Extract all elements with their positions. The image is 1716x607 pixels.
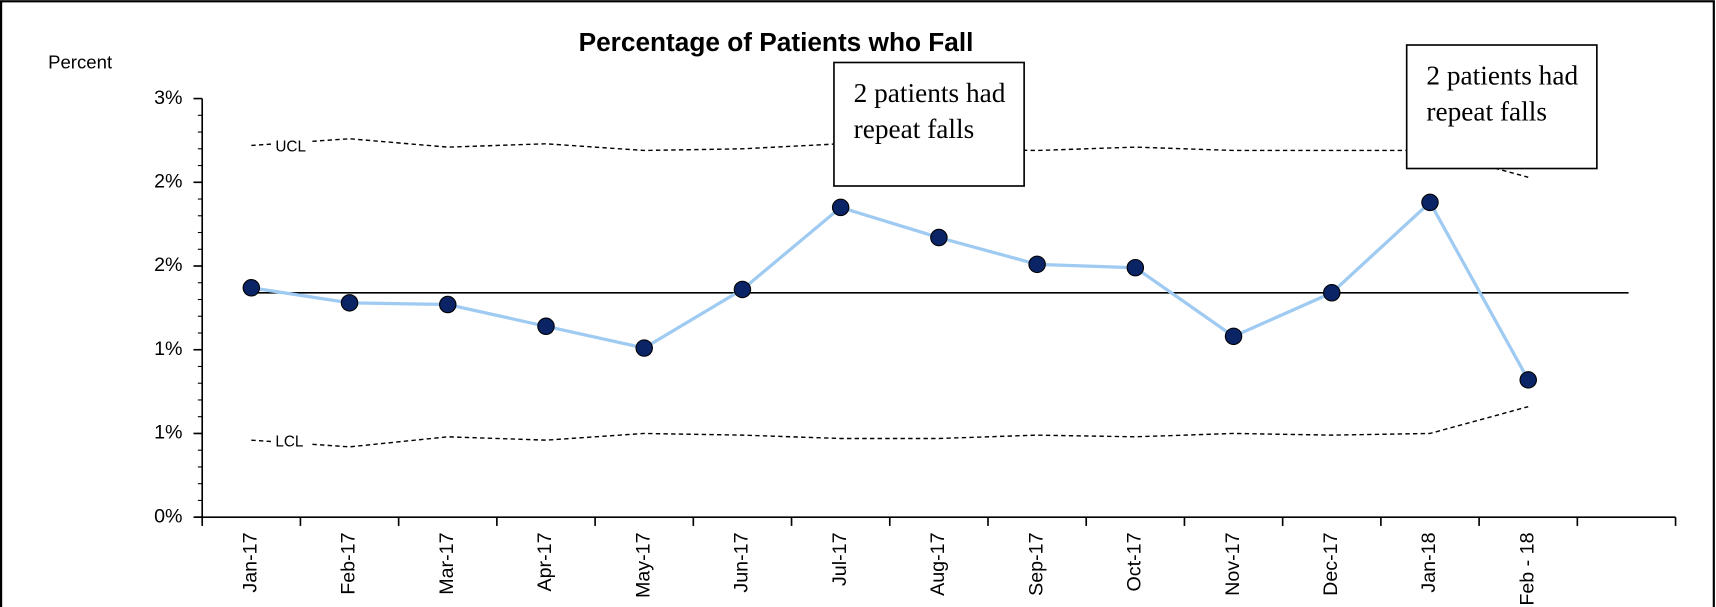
data-point (1126, 258, 1145, 277)
y-tick-label: 3% (154, 87, 182, 109)
annotation-text: 2 patients had repeat falls (833, 62, 1025, 187)
annotation: 2 patients had repeat falls (833, 62, 1025, 187)
x-tick-label: Feb - 18 (1516, 532, 1538, 605)
data-point (537, 317, 555, 336)
data-point (340, 294, 359, 312)
data-point (1224, 327, 1243, 346)
limit-label-bg (270, 135, 311, 156)
data-point (1519, 371, 1537, 389)
annotation-box (833, 61, 1025, 187)
x-tick-label: Jun-17 (731, 532, 753, 592)
data-point (635, 339, 653, 357)
data-point (242, 279, 261, 297)
annotation-box (1405, 44, 1598, 170)
x-tick-label: Apr-17 (534, 532, 556, 591)
data-point (733, 280, 752, 299)
x-tick-label: Dec-17 (1320, 532, 1342, 595)
x-tick-label: Jan-18 (1418, 532, 1440, 592)
y-tick-label: 2% (154, 254, 182, 276)
control-limit (251, 405, 1529, 448)
y-axis-label: Percent (48, 51, 113, 72)
y-tick-label: 1% (154, 338, 182, 360)
data-point (439, 295, 457, 314)
data-point (1028, 255, 1046, 274)
limit-label-bg (270, 430, 311, 450)
x-tick-label: Mar-17 (436, 532, 458, 594)
y-tick-label: 2% (154, 170, 182, 192)
data-point (831, 198, 850, 217)
data-line (251, 199, 1530, 381)
x-tick-label: Feb-17 (338, 532, 360, 594)
x-tick-label: Aug-17 (927, 532, 949, 595)
x-tick-label: Oct-17 (1124, 532, 1146, 591)
annotation-text: 2 patients had repeat falls (1406, 45, 1597, 169)
data-point (1323, 284, 1341, 302)
data-point (1421, 193, 1439, 212)
x-tick-label: Jul-17 (829, 532, 851, 586)
x-tick-label: May-17 (632, 532, 654, 598)
annotation: 2 patients had repeat falls (1406, 45, 1597, 169)
y-tick-label: 0% (154, 505, 182, 527)
chart-title: Percentage of Patients who Fall (579, 27, 974, 57)
control-limit (251, 138, 1529, 178)
legend-label: LCL (275, 433, 303, 450)
x-tick-label: Jan-17 (240, 532, 262, 592)
x-tick-label: Sep-17 (1025, 532, 1047, 595)
x-tick-label: Nov-17 (1222, 532, 1244, 595)
legend-label: UCL (275, 139, 306, 156)
data-point (930, 228, 948, 247)
y-tick-label: 1% (154, 422, 182, 444)
